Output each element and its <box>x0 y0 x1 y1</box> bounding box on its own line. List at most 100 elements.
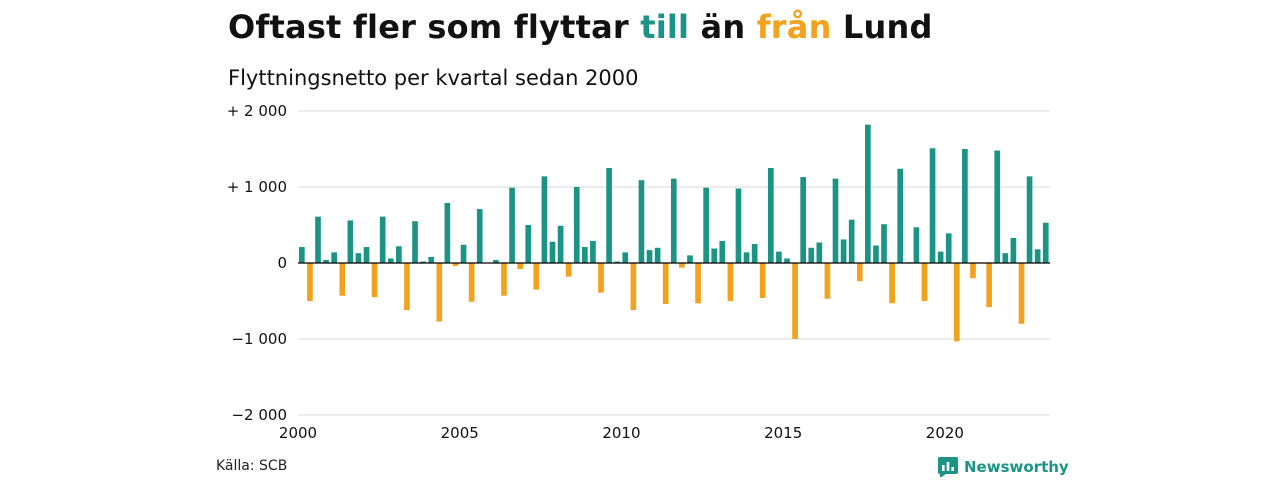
chart-subtitle: Flyttningsnetto per kvartal sedan 2000 <box>228 66 639 90</box>
source-note: Källa: SCB <box>216 458 288 474</box>
bar <box>840 239 847 263</box>
bar <box>687 255 693 263</box>
bar <box>743 252 750 263</box>
bar <box>331 252 337 263</box>
bar <box>776 251 782 263</box>
bar <box>355 253 362 263</box>
bar <box>630 263 637 311</box>
bar <box>323 259 329 263</box>
bar <box>1010 237 1017 263</box>
bar <box>832 178 839 263</box>
bar <box>970 263 976 279</box>
bar <box>533 263 540 290</box>
bar <box>339 263 346 296</box>
bar <box>703 187 709 263</box>
chart-title: Oftast fler som flyttar till än från Lun… <box>228 8 933 46</box>
bar <box>751 244 758 263</box>
x-tick-label: 2020 <box>926 424 964 442</box>
bar <box>808 247 815 263</box>
bar <box>662 263 669 305</box>
title-part-1: Oftast fler som flyttar <box>228 8 641 46</box>
bar <box>525 225 532 263</box>
bar <box>468 263 475 302</box>
bar <box>493 259 499 263</box>
bar <box>396 246 402 263</box>
bar <box>606 168 612 263</box>
bar <box>646 250 653 263</box>
bar <box>1042 222 1049 263</box>
bar <box>541 176 548 263</box>
bar <box>428 256 435 263</box>
bar <box>582 247 588 263</box>
bar <box>937 251 944 263</box>
bar <box>654 247 661 263</box>
bar <box>792 263 798 339</box>
bar <box>1002 253 1009 263</box>
bar <box>590 240 596 263</box>
bar <box>573 187 580 263</box>
bar <box>873 245 879 263</box>
bar <box>962 149 968 263</box>
bar <box>379 216 386 263</box>
bar <box>404 263 410 311</box>
y-tick-label: + 1 000 <box>227 178 287 196</box>
bar <box>549 241 556 263</box>
bar <box>444 202 451 263</box>
bar <box>557 225 564 263</box>
bar <box>679 263 685 268</box>
bar <box>865 124 871 264</box>
bar <box>307 263 313 301</box>
bar <box>315 216 321 263</box>
bar <box>1018 263 1025 324</box>
bar <box>501 263 507 296</box>
x-tick-label: 2015 <box>764 424 802 442</box>
bar <box>371 263 378 298</box>
bar <box>848 219 855 263</box>
brand-name: Newsworthy <box>964 458 1069 476</box>
x-tick-label: 2005 <box>441 424 479 442</box>
bar <box>420 261 426 263</box>
bar <box>929 148 936 263</box>
bar <box>994 150 1001 263</box>
bar <box>412 221 418 263</box>
bars <box>299 124 1049 342</box>
x-tick-label: 2010 <box>602 424 640 442</box>
bar <box>695 263 701 304</box>
newsworthy-logo-icon <box>938 457 958 477</box>
bar <box>452 263 459 267</box>
bar <box>767 168 774 263</box>
bar <box>517 263 523 270</box>
bar <box>565 263 572 277</box>
bar <box>735 188 742 263</box>
bar <box>816 242 823 263</box>
y-tick-label: 0 <box>277 254 287 272</box>
bar <box>363 247 370 263</box>
bar <box>1034 249 1041 263</box>
bar <box>897 168 904 263</box>
title-part-2: än <box>689 8 757 46</box>
y-tick-label: −2 000 <box>231 406 287 424</box>
bar <box>436 263 443 322</box>
bar <box>460 244 467 263</box>
bar <box>856 263 863 282</box>
bar <box>509 187 515 263</box>
y-tick-label: −1 000 <box>231 330 287 348</box>
bar <box>889 263 895 304</box>
bar <box>1026 176 1033 263</box>
bar <box>945 233 952 263</box>
bar <box>824 263 831 299</box>
y-tick-label: + 2 000 <box>227 102 287 120</box>
bar <box>759 263 766 298</box>
bar <box>670 178 677 263</box>
bar <box>614 261 621 263</box>
bar <box>711 248 718 263</box>
bar <box>921 263 928 301</box>
title-highlight-to: till <box>640 8 690 46</box>
title-highlight-from: från <box>756 8 832 46</box>
bar <box>784 258 790 263</box>
bar <box>800 177 806 263</box>
bar <box>953 263 960 342</box>
bar <box>347 220 354 263</box>
